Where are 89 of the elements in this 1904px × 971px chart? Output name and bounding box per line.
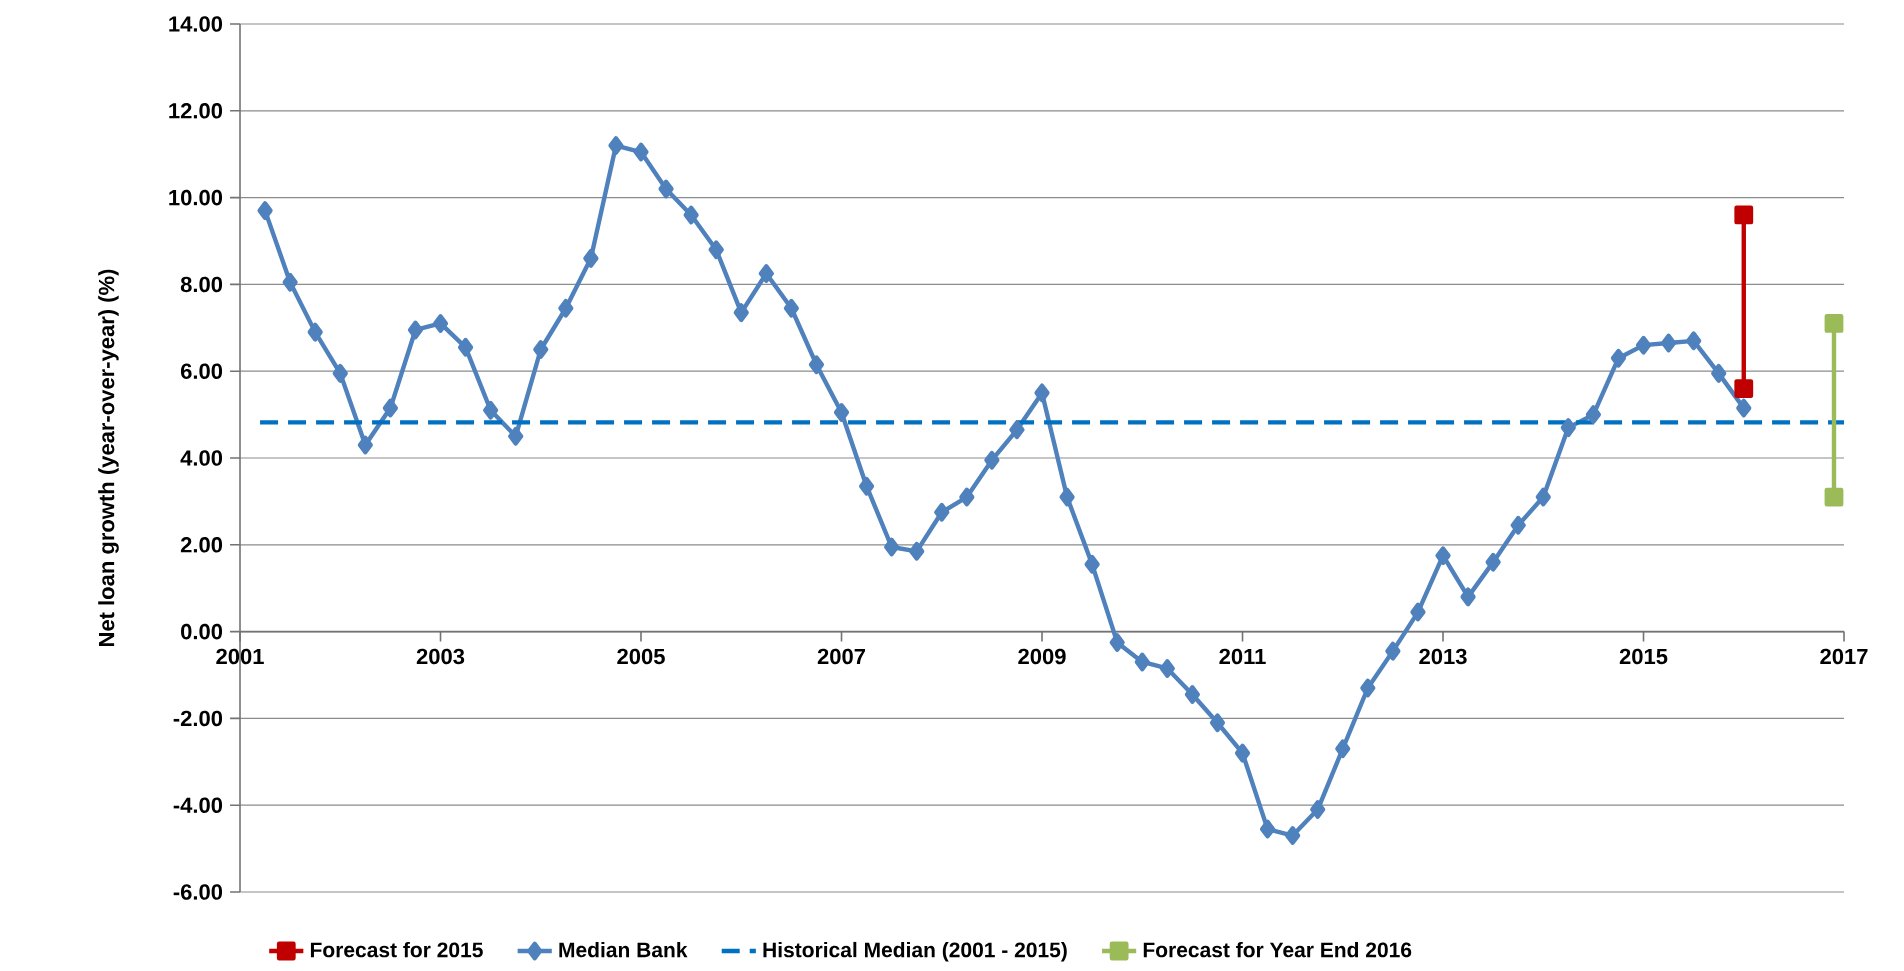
point — [1410, 602, 1426, 622]
x-tick-label: 2015 — [1619, 648, 1668, 665]
point — [1585, 405, 1601, 424]
point — [583, 248, 599, 268]
point — [282, 272, 298, 292]
point — [1711, 363, 1727, 383]
x-tick-label: 2013 — [1419, 648, 1467, 665]
y-tick-label: 2.00 — [180, 537, 223, 553]
point — [307, 322, 323, 342]
point — [407, 320, 424, 340]
x-tick-label: 2011 — [1219, 648, 1266, 665]
point — [1360, 678, 1376, 698]
x-tick-label: 2007 — [817, 648, 865, 665]
x-tick-label: 2003 — [416, 648, 465, 665]
y-tick-label: 10.00 — [169, 189, 223, 206]
x-tick-label: 2005 — [617, 648, 665, 665]
point — [457, 337, 474, 357]
point — [808, 355, 825, 375]
point — [1134, 652, 1150, 672]
y-tick-label: 0.00 — [181, 623, 223, 640]
point — [959, 487, 975, 507]
point — [1159, 659, 1175, 678]
point — [1435, 546, 1451, 566]
point — [1460, 587, 1476, 607]
legend-label: Historical Median (2001 - 2015) — [763, 941, 1067, 962]
point — [858, 476, 875, 496]
legend-label: Forecast for 2015 — [310, 941, 483, 958]
point — [758, 264, 774, 283]
point — [1686, 331, 1702, 351]
point — [1184, 685, 1200, 704]
y-axis-title: Net loan growth (year-over-year) (%) — [98, 269, 119, 647]
y-tick-label: 12.00 — [169, 103, 223, 119]
legend-label: Median Bank — [559, 941, 688, 958]
point — [432, 314, 449, 333]
point — [1535, 487, 1551, 507]
point — [558, 298, 574, 318]
point — [934, 502, 950, 522]
point — [1335, 739, 1351, 759]
y-tick-label: 14.00 — [169, 16, 223, 32]
point — [984, 450, 1000, 470]
point — [1084, 554, 1100, 574]
y-tick-label: -2.00 — [173, 710, 223, 727]
point — [1560, 418, 1576, 438]
point — [533, 340, 549, 359]
x-tick-label: 2017 — [1820, 648, 1868, 665]
point — [1660, 333, 1677, 353]
point — [1034, 383, 1050, 403]
point — [332, 363, 348, 383]
point — [608, 136, 624, 155]
point — [1285, 826, 1301, 845]
point — [1209, 713, 1226, 733]
point — [1310, 800, 1326, 819]
point — [1610, 348, 1627, 368]
point — [1510, 515, 1526, 535]
point — [1485, 552, 1501, 572]
point — [1824, 314, 1844, 333]
point — [1824, 487, 1844, 507]
point — [884, 537, 900, 557]
x-tick-label: 2009 — [1018, 648, 1066, 665]
x-tick-label: 2001 — [216, 648, 264, 665]
y-tick-label: 6.00 — [180, 363, 223, 379]
point — [1109, 633, 1125, 652]
point — [1635, 335, 1652, 355]
point — [1059, 487, 1075, 507]
point — [633, 142, 649, 162]
point — [708, 240, 724, 260]
point — [1009, 420, 1025, 440]
y-tick-label: 4.00 — [180, 450, 223, 466]
legend-label: Forecast for Year End 2016 — [1143, 941, 1412, 958]
point — [1736, 398, 1752, 418]
point — [658, 179, 674, 199]
point — [1234, 743, 1251, 763]
point — [683, 205, 699, 225]
point — [508, 426, 524, 446]
point — [483, 400, 499, 420]
point — [357, 435, 373, 455]
point — [382, 398, 398, 418]
point — [1734, 205, 1754, 225]
y-tick-label: -4.00 — [173, 797, 223, 813]
y-tick-label: -6.00 — [173, 884, 223, 900]
y-tick-label: 8.00 — [180, 276, 223, 293]
point — [909, 541, 925, 561]
point — [783, 298, 799, 318]
point — [1259, 819, 1276, 839]
point — [1385, 641, 1401, 661]
point — [1734, 379, 1754, 398]
point — [733, 303, 749, 323]
point — [833, 403, 850, 422]
point — [257, 201, 273, 221]
